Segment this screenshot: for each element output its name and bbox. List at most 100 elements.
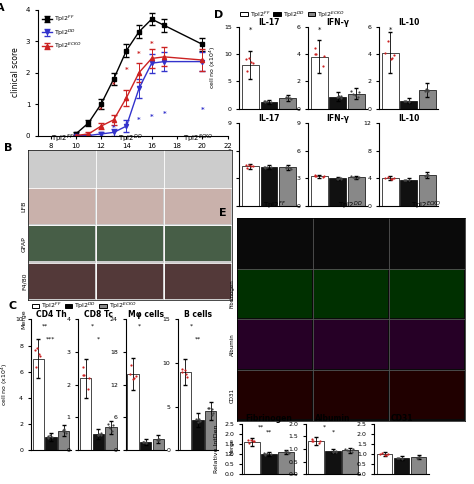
Point: [349, 90, 357, 98]
Text: *: *: [163, 111, 166, 117]
Point: [194, 415, 202, 423]
Point: [387, 56, 394, 63]
Text: Tpl2$^{FF}$: Tpl2$^{FF}$: [51, 133, 74, 145]
Point: [334, 175, 341, 182]
Point: [105, 423, 112, 431]
Point: [62, 427, 69, 435]
Point: [249, 162, 256, 170]
Bar: [308, 441, 324, 474]
Point: [97, 430, 105, 438]
Point: [352, 91, 359, 99]
Point: [242, 55, 250, 63]
Point: [249, 60, 256, 67]
Point: [36, 352, 44, 360]
Point: [128, 361, 135, 369]
Point: [248, 162, 255, 169]
Text: *: *: [125, 67, 128, 73]
Point: [334, 93, 341, 101]
Text: **: **: [266, 430, 272, 435]
Text: *: *: [150, 114, 154, 120]
Bar: [97, 226, 164, 261]
Point: [402, 176, 410, 183]
Point: [422, 171, 430, 179]
Point: [243, 67, 251, 75]
Point: [312, 51, 320, 59]
Bar: [29, 301, 95, 336]
Point: [44, 432, 51, 440]
Point: [406, 98, 413, 106]
Title: CD31: CD31: [391, 414, 413, 424]
Point: [332, 447, 340, 455]
Point: [129, 376, 137, 383]
Point: [406, 176, 413, 184]
Bar: [80, 378, 91, 450]
Bar: [382, 53, 399, 109]
Bar: [348, 94, 365, 109]
Point: [401, 97, 409, 105]
Text: Merge: Merge: [21, 309, 27, 329]
Point: [398, 455, 406, 463]
Point: [402, 97, 410, 105]
Point: [378, 449, 386, 457]
Point: [267, 450, 274, 458]
Point: [310, 437, 317, 445]
Point: [132, 372, 139, 379]
Point: [382, 174, 389, 182]
Bar: [46, 437, 56, 450]
Point: [396, 454, 403, 462]
Point: [413, 454, 421, 462]
Point: [406, 176, 413, 184]
Bar: [390, 422, 464, 470]
Point: [349, 446, 357, 454]
Point: [250, 438, 258, 445]
Point: [283, 164, 290, 171]
Title: CD8 Tc: CD8 Tc: [84, 310, 113, 319]
Point: [181, 366, 189, 374]
Point: [311, 50, 319, 58]
Point: [281, 448, 289, 455]
Text: LFB: LFB: [21, 200, 27, 212]
Point: [155, 436, 162, 444]
Title: IL-17: IL-17: [258, 114, 280, 123]
Point: [109, 427, 116, 435]
Point: [416, 454, 423, 461]
X-axis label: days post immunization: days post immunization: [87, 155, 179, 164]
Y-axis label: clinical score: clinical score: [11, 48, 20, 97]
Bar: [192, 420, 203, 450]
Bar: [411, 457, 427, 474]
Point: [45, 433, 52, 440]
Text: *: *: [125, 121, 128, 128]
Bar: [238, 422, 312, 470]
Point: [342, 445, 349, 453]
Point: [382, 451, 390, 458]
Point: [415, 454, 423, 461]
Text: E: E: [219, 208, 227, 218]
Title: CD4 Th: CD4 Th: [36, 310, 66, 319]
Point: [311, 44, 319, 52]
Point: [388, 175, 395, 182]
Title: B cells: B cells: [184, 310, 212, 319]
Text: Tpl2$^{ECKO}$: Tpl2$^{ECKO}$: [183, 133, 214, 145]
Y-axis label: cell no (x10$^4$): cell no (x10$^4$): [208, 46, 219, 90]
Point: [140, 438, 148, 446]
Point: [343, 446, 351, 454]
Point: [401, 97, 408, 105]
Title: IL-10: IL-10: [398, 114, 419, 123]
Point: [142, 439, 150, 446]
Point: [261, 98, 269, 106]
Bar: [261, 102, 277, 109]
Point: [139, 438, 147, 446]
Legend: Tpl2$^{FF}$, Tpl2$^{DD}$, Tpl2$^{ECKO}$: Tpl2$^{FF}$, Tpl2$^{DD}$, Tpl2$^{ECKO}$: [240, 9, 345, 20]
Point: [319, 62, 326, 70]
Bar: [205, 411, 216, 450]
Point: [335, 174, 342, 182]
Point: [401, 176, 408, 183]
Text: D: D: [214, 10, 224, 19]
Legend: Tpl2$^{FF}$, Tpl2$^{DD}$, Tpl2$^{ECKO}$: Tpl2$^{FF}$, Tpl2$^{DD}$, Tpl2$^{ECKO}$: [32, 301, 136, 311]
Bar: [419, 175, 436, 206]
Bar: [33, 359, 44, 450]
Point: [80, 372, 88, 379]
Point: [337, 94, 345, 102]
Point: [381, 451, 389, 458]
Text: Albumin: Albumin: [230, 333, 235, 356]
